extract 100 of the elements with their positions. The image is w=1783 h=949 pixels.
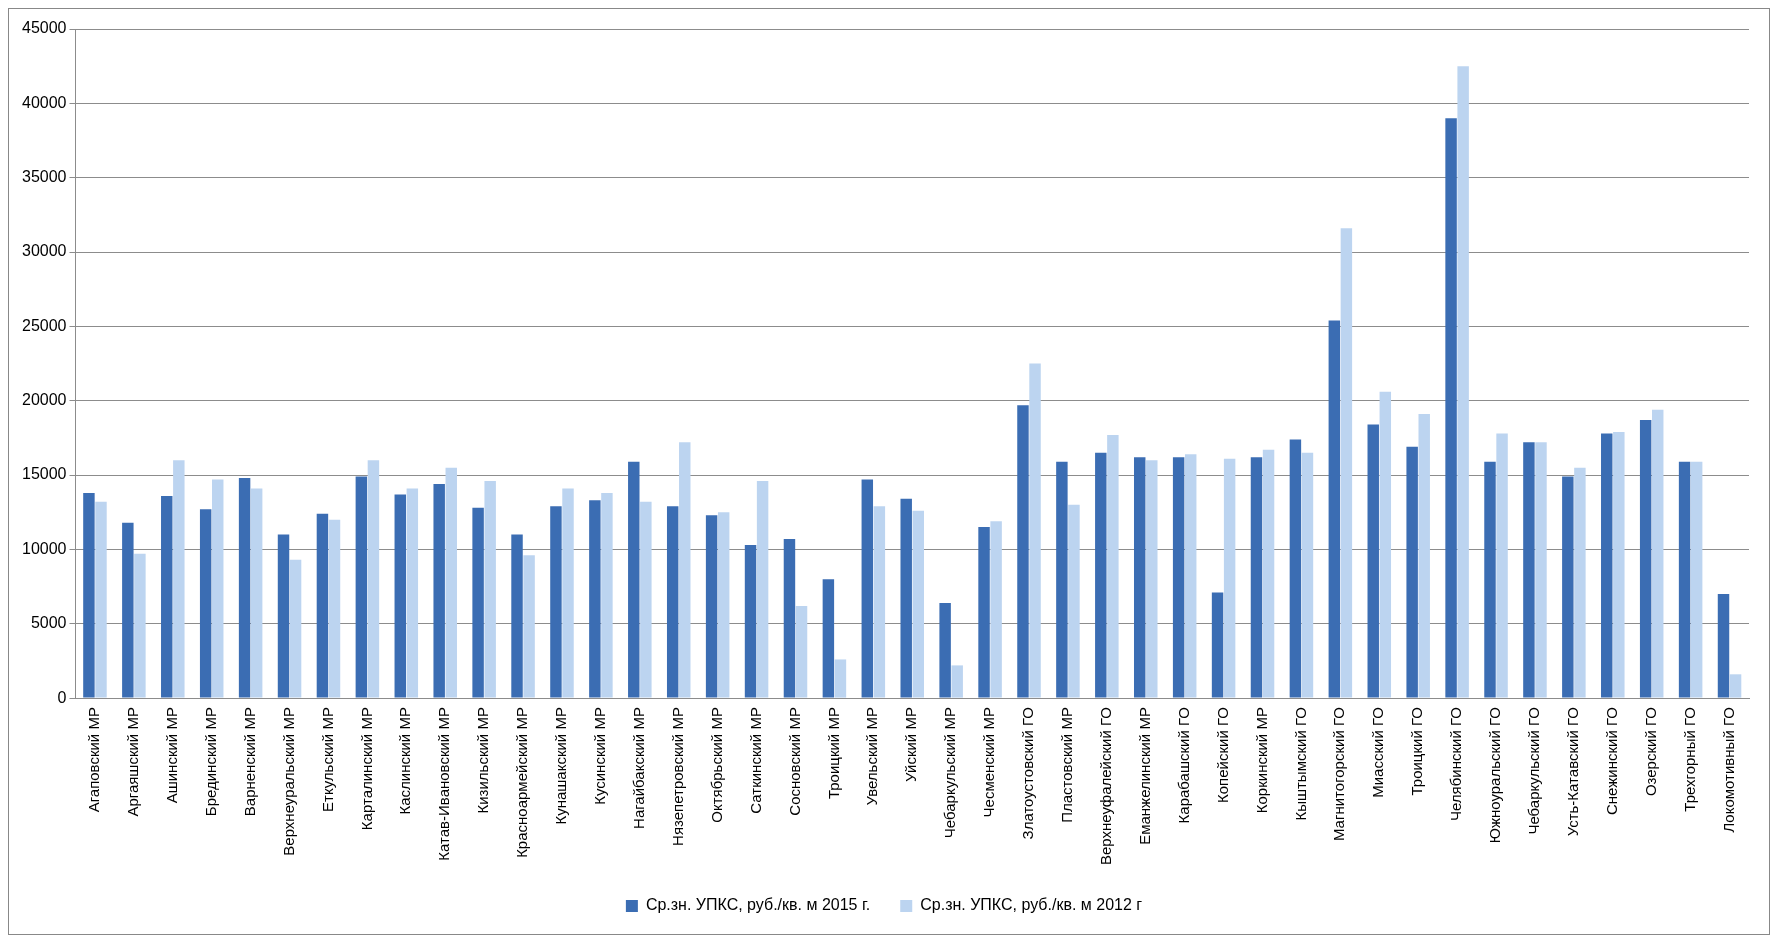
x-tick-label: Увельский МР [863,707,881,806]
bar [1613,431,1625,698]
legend-label: Ср.зн. УПКС, руб./кв. м 2015 г. [645,896,871,914]
bar [122,522,134,698]
x-tick-label: Уйский МР [902,707,920,782]
bar [1406,446,1418,698]
x-tick-label: Озерский ГО [1641,707,1659,797]
bar [1107,434,1119,698]
bar [394,494,406,698]
bar [939,602,951,698]
bar [550,506,562,698]
bar [289,559,302,698]
bar [406,488,419,698]
x-tick-label: Брединский МР [201,707,219,817]
bar [212,479,224,698]
bar [1457,66,1469,698]
bar [83,492,95,698]
y-tick-label: 5000 [30,614,67,632]
x-tick-label: Челябинский ГО [1447,707,1465,821]
x-tick-label: Карабашский ГО [1174,707,1192,824]
bar [173,460,185,698]
bar [679,442,691,698]
bar [238,478,251,698]
bar [873,506,886,698]
bar [1223,458,1236,698]
x-tick-label: Агаповский МР [85,707,103,813]
bar [589,500,601,698]
x-tick-label: Варненский МР [240,707,258,817]
bar [990,521,1002,698]
x-tick-label: Трехгорный ГО [1680,707,1698,812]
x-tick-label: Каслинский МР [396,707,414,815]
bar [355,476,368,698]
x-tick-label: Златоустовский ГО [1019,707,1037,840]
bar [628,461,640,698]
bar [900,498,912,698]
bar [640,501,652,698]
y-tick-label: 35000 [21,168,67,186]
bar [1211,592,1224,698]
bar [1639,420,1652,698]
bar [1146,460,1158,698]
bar [161,495,173,698]
y-tick-label: 15000 [21,465,67,483]
bar [472,507,484,698]
x-tick-label: Южноуральский ГО [1486,707,1504,844]
x-tick-label: Катав-Ивановский МР [435,707,453,861]
bar [1652,409,1664,698]
x-tick-label: Чесменский МР [980,707,998,818]
x-tick-label: Кунашакский МР [552,707,570,825]
x-tick-label: Карталинский МР [357,707,375,831]
y-tick-label: 30000 [21,242,67,260]
x-tick-label: Магнитогорский ГО [1330,707,1348,842]
bar [1134,457,1146,698]
bar [1678,461,1691,698]
x-tick-label: Еткульский МР [318,707,336,812]
x-tick-label: Красноармейский МР [513,707,531,858]
bar [1068,504,1080,698]
bar [1328,320,1341,698]
bar [1574,467,1586,698]
x-tick-label: Сосновский МР [785,707,803,816]
bar [1717,594,1730,698]
bar [562,488,574,698]
bar [1445,118,1457,698]
x-tick-label: Кыштымский ГО [1291,707,1309,821]
x-tick-label: Нагайбакский МР [629,707,647,829]
bar [744,544,757,698]
bar [1172,457,1185,698]
x-tick-label: Пластовский МР [1058,707,1076,823]
bar [1367,424,1379,698]
bar [523,555,535,698]
bar [1523,442,1535,698]
x-tick-label: Троицкий ГО [1408,707,1426,796]
bar [1535,442,1547,698]
bar [277,534,290,698]
y-tick-label: 45000 [21,19,67,37]
x-tick-label: Кусинский МР [591,707,609,805]
bar [717,512,730,698]
bar [445,467,457,698]
bar [511,534,523,698]
bar [1056,461,1068,698]
y-tick-label: 25000 [21,316,67,334]
bar [1690,461,1703,698]
x-tick-label: Копейский ГО [1213,707,1231,803]
bar [1484,461,1496,698]
x-tick-label: Нязепетровский МР [668,707,686,846]
bar [1029,363,1041,698]
bar [134,553,146,698]
bar [1496,433,1508,698]
bar [756,481,769,698]
x-tick-label: Усть-Катавский ГО [1564,707,1582,837]
bar [1379,391,1392,698]
x-tick-label: Верхнеуфалейский ГО [1096,707,1114,865]
y-tick-label: 40000 [21,93,67,111]
bar [795,605,808,698]
bar [705,515,718,698]
bar [1184,454,1197,698]
bar [1289,439,1302,698]
y-tick-label: 10000 [21,539,67,557]
bar [484,481,496,698]
x-tick-label: Снежинский ГО [1602,707,1620,816]
x-tick-label: Локомотивный ГО [1719,707,1737,833]
